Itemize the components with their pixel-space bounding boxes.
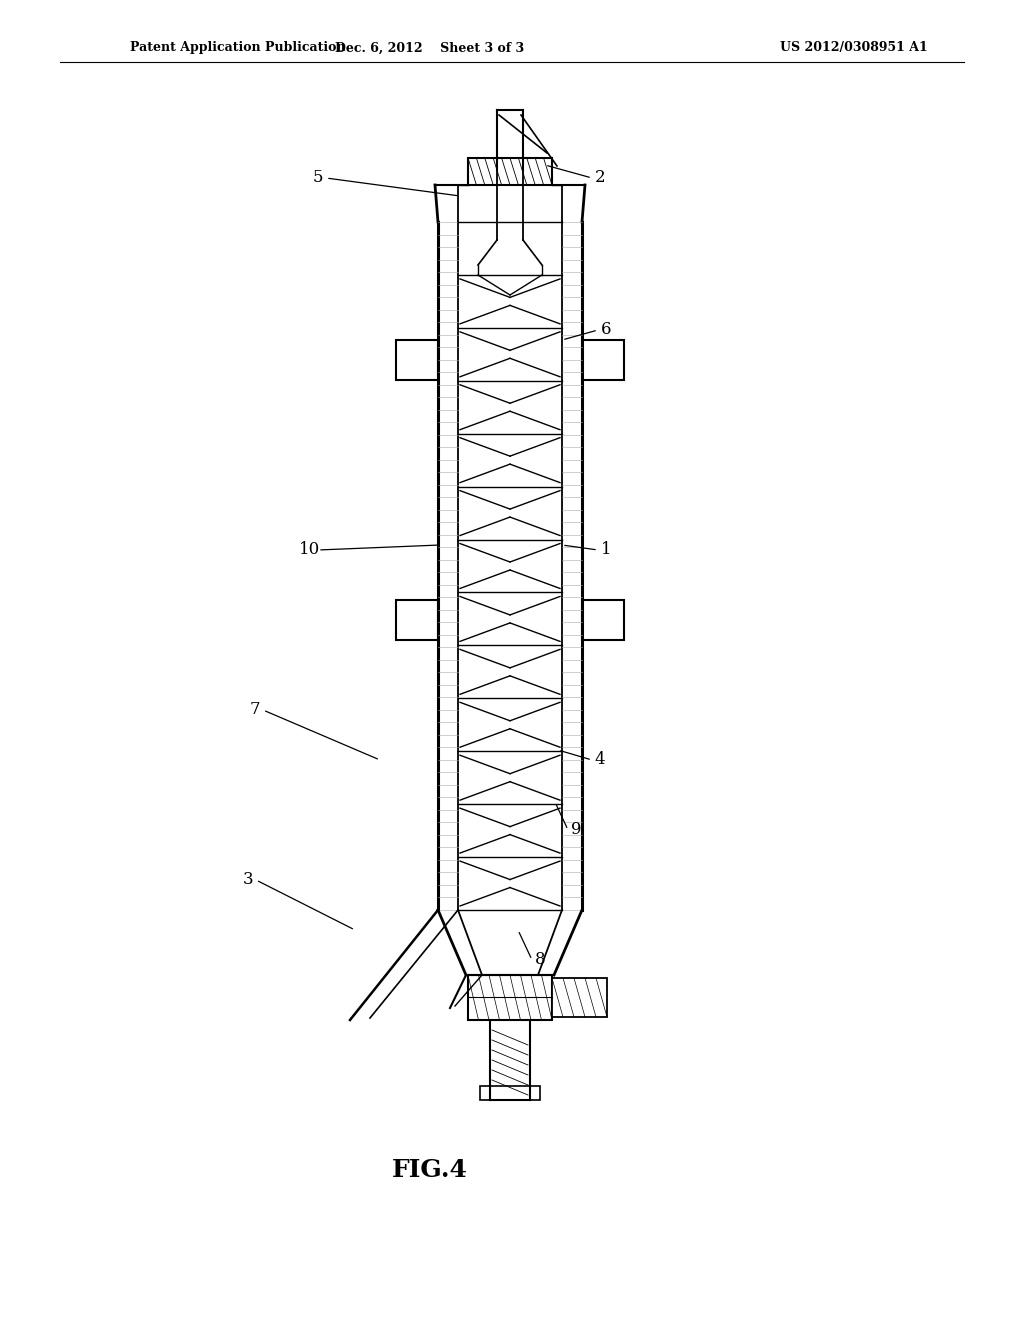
Text: 5: 5 [312,169,324,186]
Text: 10: 10 [299,541,321,558]
Bar [582,601,624,640]
Bar [396,341,438,380]
Bar [468,158,552,185]
Text: 9: 9 [570,821,582,838]
Text: 7: 7 [250,701,260,718]
Text: 1: 1 [601,541,611,558]
Bar [480,1086,540,1100]
Text: 4: 4 [595,751,605,768]
Text: Patent Application Publication: Patent Application Publication [130,41,345,54]
Text: Dec. 6, 2012    Sheet 3 of 3: Dec. 6, 2012 Sheet 3 of 3 [336,41,524,54]
Bar [552,978,607,1016]
Text: 6: 6 [601,322,611,338]
Text: US 2012/0308951 A1: US 2012/0308951 A1 [780,41,928,54]
Text: 8: 8 [535,952,546,969]
Text: 2: 2 [595,169,605,186]
Text: FIG.4: FIG.4 [392,1158,468,1181]
Text: 3: 3 [243,871,253,888]
Bar [582,341,624,380]
Bar [468,975,552,1020]
Bar [396,601,438,640]
